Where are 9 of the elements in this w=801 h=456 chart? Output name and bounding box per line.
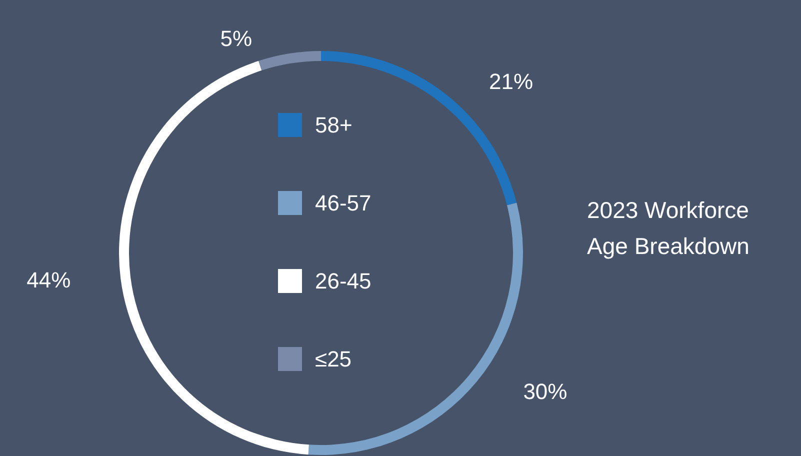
legend-label: 46-57: [315, 190, 372, 216]
legend-label: 26-45: [315, 268, 372, 294]
data-label: 21%: [489, 69, 534, 94]
data-label: 30%: [523, 378, 568, 404]
data-label: 44%: [26, 268, 71, 293]
text: 2023 Workforce Age Breakdown: [587, 197, 756, 259]
data-label: 5%: [220, 26, 252, 52]
legend-label: 58+: [315, 112, 352, 138]
legend-label: ≤25: [315, 346, 352, 372]
